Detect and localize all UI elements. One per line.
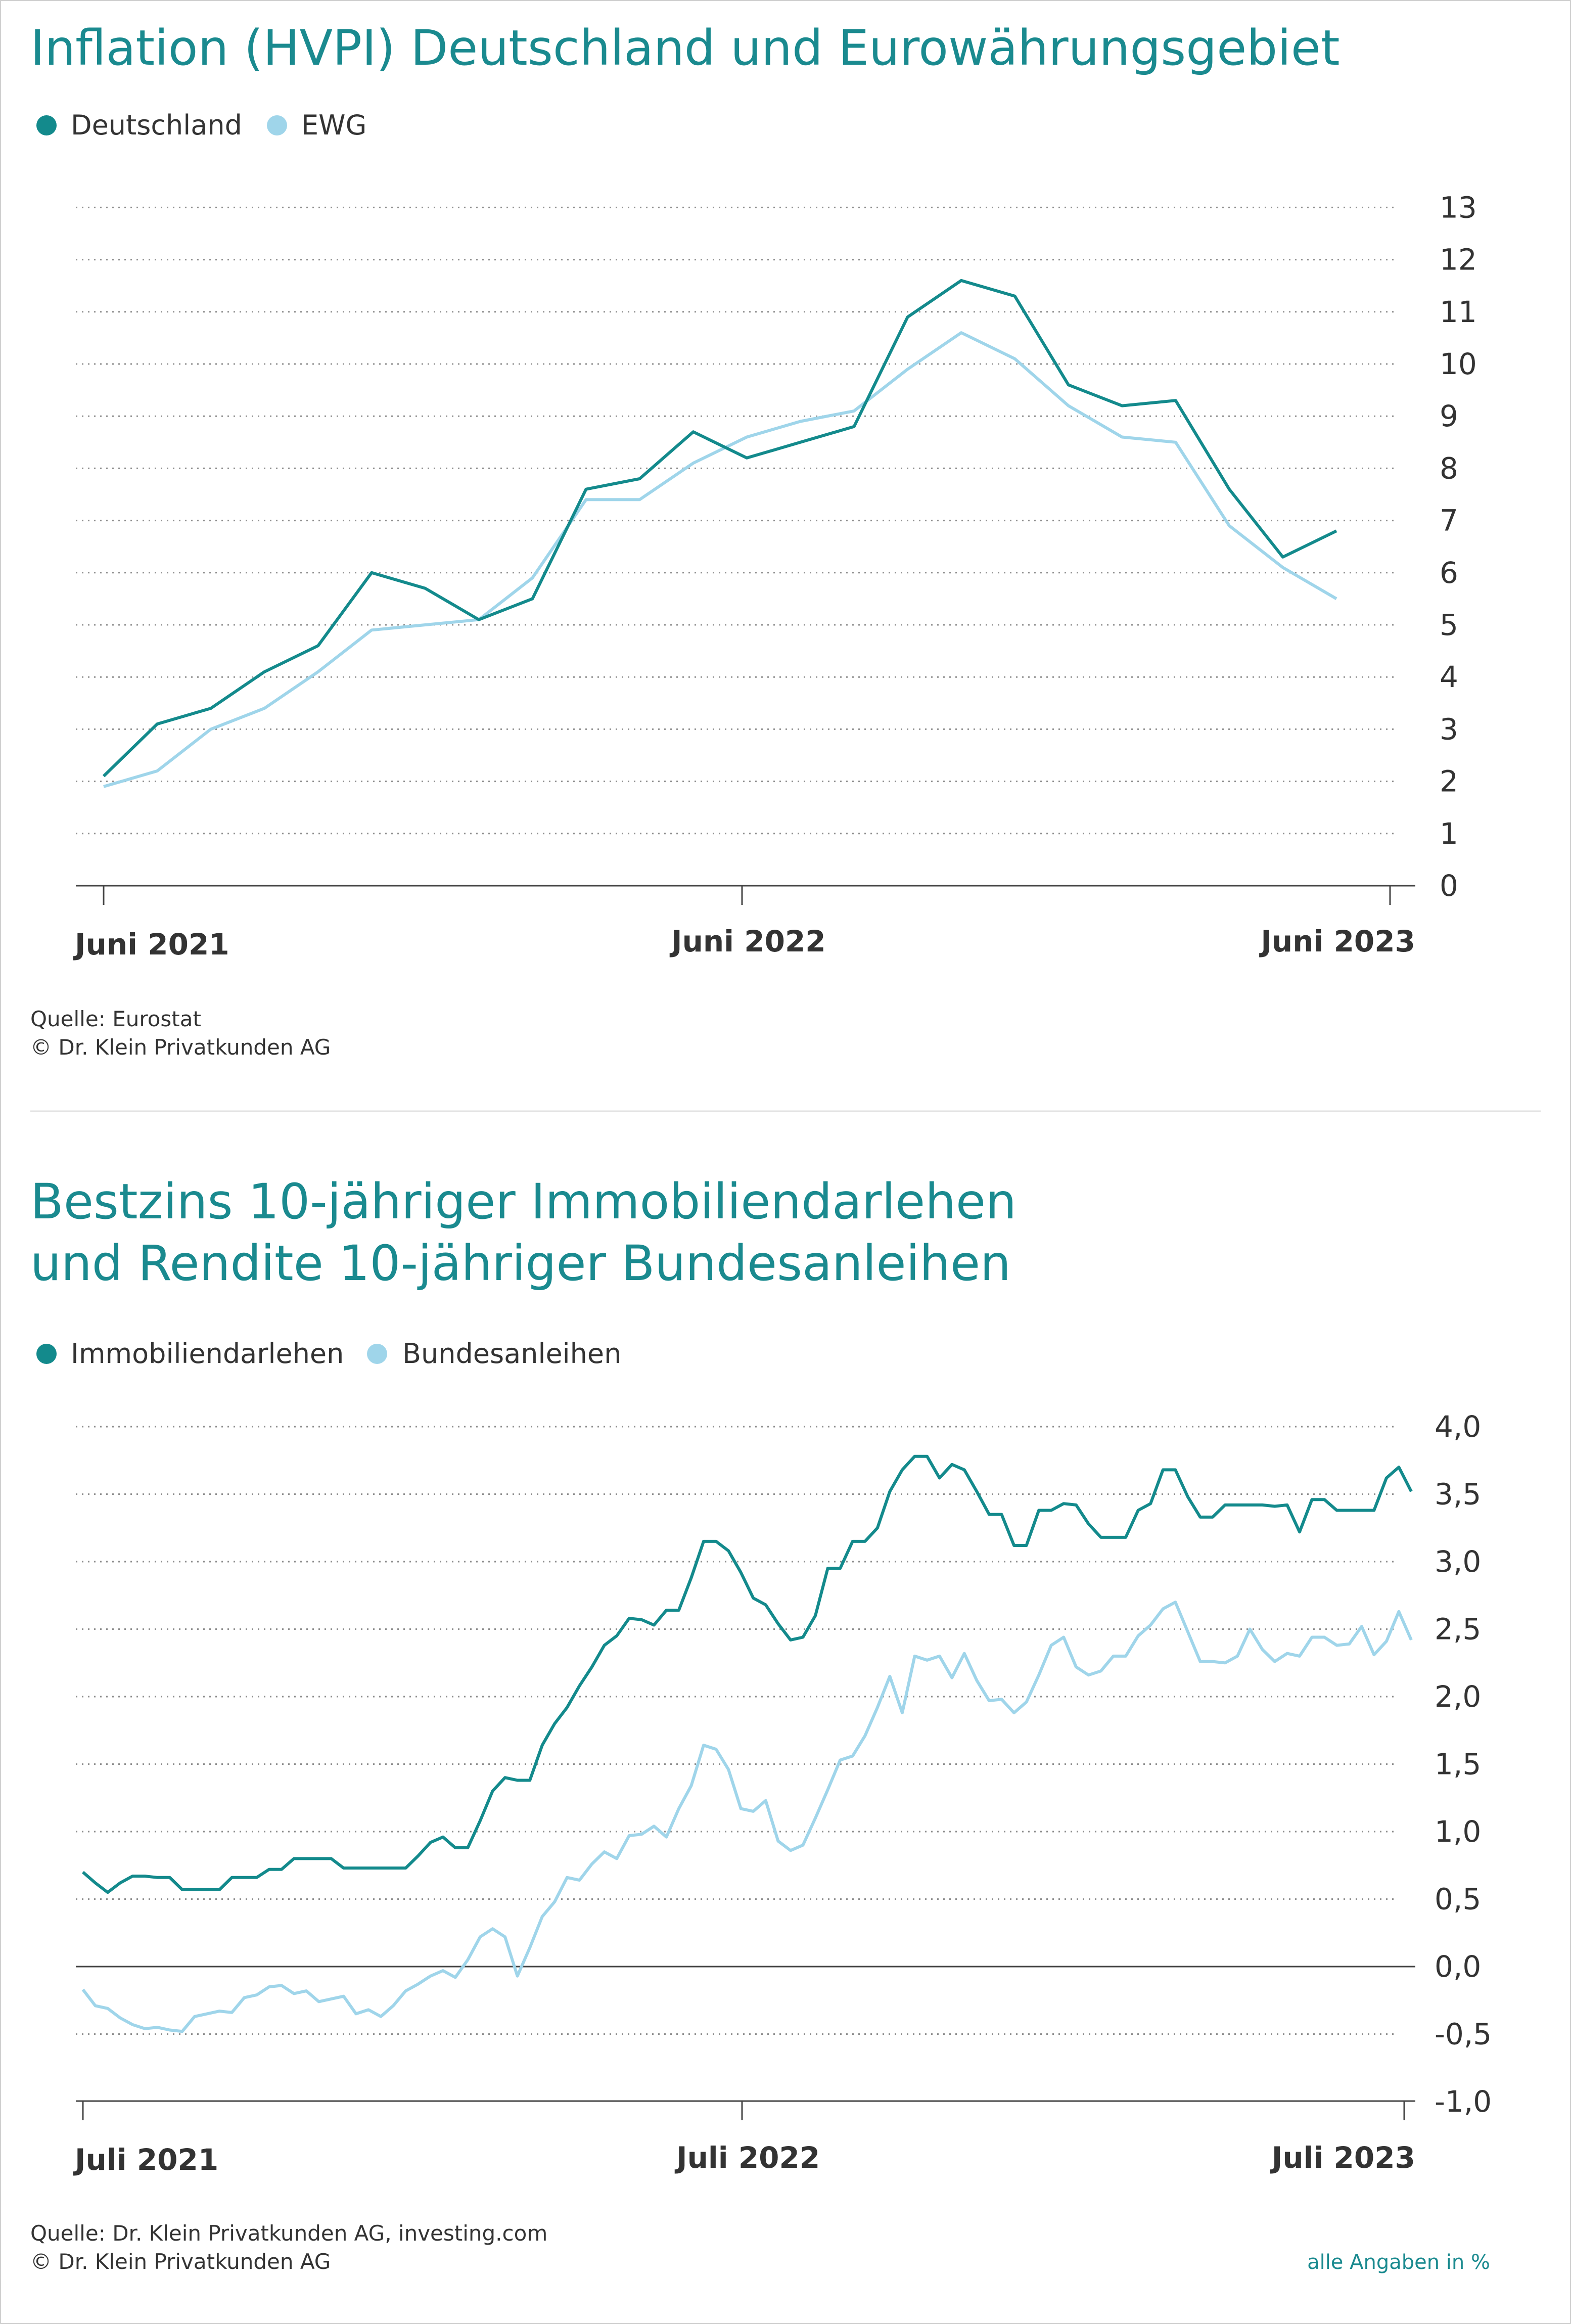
inflation-source: Quelle: Eurostat xyxy=(30,1007,201,1031)
y-tick-label: 8 xyxy=(1440,451,1458,485)
series-line-deutschland xyxy=(102,279,1337,778)
legend-label-immobiliendarlehen: Immobiliendarlehen xyxy=(71,1338,344,1370)
y-tick-label: 3,0 xyxy=(1435,1544,1481,1579)
legend-marker-bundesanleihen xyxy=(367,1344,387,1364)
x-tick-label-juli-2023: Juli 2023 xyxy=(1270,2140,1415,2175)
y-tick-label: 1,0 xyxy=(1435,1814,1481,1849)
y-tick-label: 3 xyxy=(1440,712,1458,746)
y-tick-label: 13 xyxy=(1440,190,1477,224)
series-line-immobiliendarlehen xyxy=(82,1454,1413,1894)
legend-label-ewg: EWG xyxy=(301,109,366,141)
y-tick-label: 1,5 xyxy=(1435,1747,1481,1782)
y-tick-label: 4,0 xyxy=(1435,1409,1481,1444)
y-tick-label: 7 xyxy=(1440,504,1458,538)
series-line-bundesanleihen xyxy=(81,1601,1413,2033)
x-tick-label-juni-2023: Juni 2023 xyxy=(1259,924,1415,959)
series-line-ewg xyxy=(103,331,1337,788)
legend-marker-immobiliendarlehen xyxy=(36,1344,57,1364)
inflation-copyright: © Dr. Klein Privatkunden AG xyxy=(30,1035,331,1060)
rates-x-axis-ticks: Juli 2021 Juli 2022 Juli 2023 xyxy=(73,2101,1415,2177)
y-tick-label: -1,0 xyxy=(1435,2084,1492,2119)
rates-y-axis-labels: 4,0 3,5 3,0 2,5 2,0 1,5 1,0 0,5 0,0 -0,5 -1,0 xyxy=(1435,1409,1492,2119)
y-tick-label: 0,5 xyxy=(1435,1882,1481,1917)
y-tick-label: 2 xyxy=(1440,764,1458,799)
x-tick-label-juni-2021: Juni 2021 xyxy=(73,927,229,962)
y-tick-label: -0,5 xyxy=(1435,2017,1492,2052)
rates-copyright: © Dr. Klein Privatkunden AG xyxy=(30,2249,331,2274)
y-tick-label: 2,5 xyxy=(1435,1612,1481,1647)
inflation-legend: Deutschland EWG xyxy=(36,109,366,141)
rates-gridlines xyxy=(76,1426,1395,2035)
y-tick-label: 12 xyxy=(1440,243,1477,277)
y-tick-label: 9 xyxy=(1440,399,1458,433)
x-tick-label-juni-2022: Juni 2022 xyxy=(669,924,826,959)
rates-chart-title-line-1: Bestzins 10-jähriger Immobiliendarlehen xyxy=(30,1173,1016,1230)
y-tick-label: 11 xyxy=(1440,295,1477,329)
inflation-chart-title: Inflation (HVPI) Deutschland und Eurowäh… xyxy=(30,20,1340,76)
y-tick-label: 0 xyxy=(1440,869,1458,903)
y-tick-label: 2,0 xyxy=(1435,1679,1481,1714)
units-note: alle Angaben in % xyxy=(1307,2251,1490,2274)
inflation-chart: Inflation (HVPI) Deutschland und Eurowäh… xyxy=(30,20,1477,1060)
y-tick-label: 0,0 xyxy=(1435,1949,1481,1984)
y-tick-label: 1 xyxy=(1440,816,1458,851)
legend-label-deutschland: Deutschland xyxy=(71,109,242,141)
y-tick-label: 10 xyxy=(1440,347,1477,381)
y-tick-label: 6 xyxy=(1440,556,1458,590)
legend-label-bundesanleihen: Bundesanleihen xyxy=(402,1338,621,1370)
rates-source: Quelle: Dr. Klein Privatkunden AG, inves… xyxy=(30,2221,547,2246)
y-tick-label: 4 xyxy=(1440,660,1458,694)
legend-marker-deutschland xyxy=(36,115,57,135)
rates-chart-title-line-2: und Rendite 10-jähriger Bundesanleihen xyxy=(30,1235,1011,1292)
inflation-gridlines xyxy=(76,206,1395,835)
inflation-x-axis-ticks: Juni 2021 Juni 2022 Juni 2023 xyxy=(73,886,1415,962)
x-tick-label-juli-2021: Juli 2021 xyxy=(73,2143,218,2177)
legend-marker-ewg xyxy=(267,115,287,135)
rates-chart: Bestzins 10-jähriger Immobiliendarlehen … xyxy=(30,1173,1492,2274)
rates-legend: Immobiliendarlehen Bundesanleihen xyxy=(36,1338,621,1370)
y-tick-label: 3,5 xyxy=(1435,1477,1481,1512)
x-tick-label-juli-2022: Juli 2022 xyxy=(674,2140,820,2175)
y-tick-label: 5 xyxy=(1440,608,1458,642)
